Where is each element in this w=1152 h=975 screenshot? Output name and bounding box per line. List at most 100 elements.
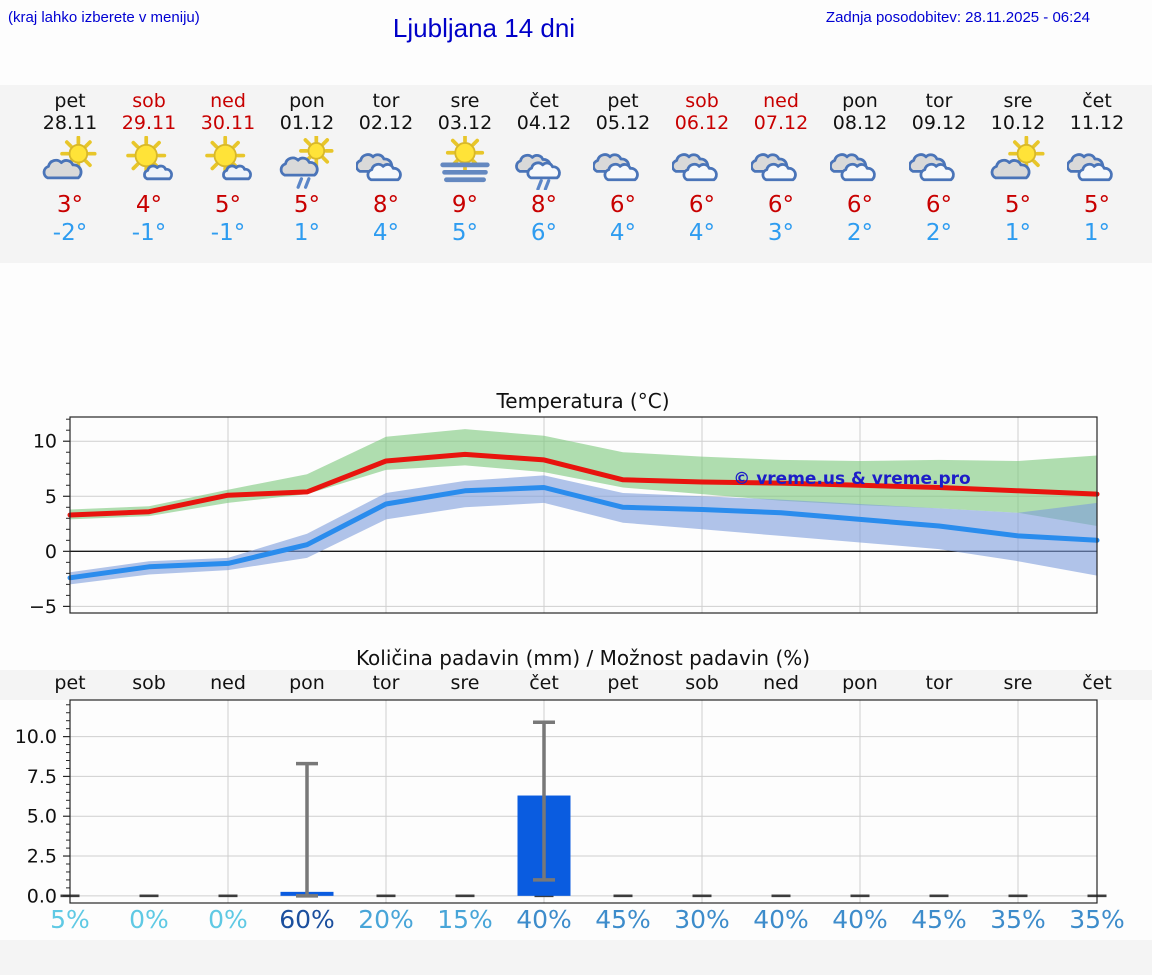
day-name: čet (529, 90, 559, 112)
location-menu-hint[interactable]: (kraj lahko izberete v meniju) (8, 9, 200, 26)
precip-day-label: čet (529, 672, 559, 694)
day-high-temp: 5° (293, 192, 321, 218)
day-date: 02.12 (358, 112, 414, 134)
precip-day-label: sob (685, 672, 719, 694)
precip-probability: 20% (358, 905, 414, 934)
day-date: 04.12 (516, 112, 572, 134)
cloudy-icon (899, 136, 979, 190)
precip-probability: 5% (50, 905, 90, 934)
svg-text:5.0: 5.0 (27, 806, 57, 828)
day-high-temp: 6° (688, 192, 716, 218)
day-date: 03.12 (437, 112, 493, 134)
day-card-05.12: pet 05.12 6° 4° (583, 85, 663, 263)
cloudy-icon (741, 136, 821, 190)
day-low-temp: 5° (451, 220, 479, 246)
day-name: pet (607, 90, 639, 112)
day-high-temp: 3° (56, 192, 84, 218)
svg-text:0.0: 0.0 (27, 885, 57, 907)
day-low-temp: 2° (925, 220, 953, 246)
bottom-strip (0, 940, 1152, 975)
svg-text:2.5: 2.5 (27, 846, 57, 868)
day-date: 07.12 (753, 112, 809, 134)
day-date: 28.11 (42, 112, 98, 134)
day-date: 01.12 (279, 112, 335, 134)
day-card-30.11: ned 30.11 5° -1° (188, 85, 268, 263)
precip-probability: 40% (516, 905, 572, 934)
day-name: sob (685, 90, 719, 112)
precipitation-chart: 0.0 2.5 5.0 7.5 10.0 (15, 699, 1107, 907)
sunny-small-cloud-icon (109, 136, 189, 190)
precip-day-labels: pet sob ned pon tor sre čet pet sob ned pon tor sre č… (0, 670, 1152, 700)
day-high-temp: 5° (1083, 192, 1111, 218)
day-card-11.12: čet 11.12 5° 1° (1057, 85, 1137, 263)
precip-day-label: pon (289, 672, 325, 694)
precip-day-label: tor (372, 672, 400, 694)
day-card-01.12: pon 01.12 5° 1° (267, 85, 347, 263)
last-update-label: Zadnja posodobitev: 28.11.2025 - 06:24 (825, 9, 1090, 26)
day-date: 10.12 (990, 112, 1046, 134)
day-date: 30.11 (200, 112, 256, 134)
day-high-temp: 6° (609, 192, 637, 218)
svg-text:10.0: 10.0 (15, 726, 57, 748)
day-low-temp: -1° (210, 220, 246, 246)
cloudy-icon (583, 136, 663, 190)
day-low-temp: 3° (767, 220, 795, 246)
sun-behind-cloud-icon (30, 136, 110, 190)
precip-day-label: pon (842, 672, 878, 694)
precip-day-label: pet (607, 672, 639, 694)
day-card-08.12: pon 08.12 6° 2° (820, 85, 900, 263)
day-name: pon (842, 90, 878, 112)
sun-behind-cloud-icon (978, 136, 1058, 190)
precip-probability: 15% (437, 905, 493, 934)
day-name: ned (210, 90, 246, 112)
day-low-temp: -1° (131, 220, 167, 246)
day-card-29.11: sob 29.11 4° -1° (109, 85, 189, 263)
precip-probability: 0% (129, 905, 169, 934)
day-name: sob (132, 90, 166, 112)
day-name: čet (1082, 90, 1112, 112)
day-low-temp: 1° (1083, 220, 1111, 246)
fog-icon (425, 136, 505, 190)
day-low-temp: 6° (530, 220, 558, 246)
day-low-temp: 2° (846, 220, 874, 246)
precip-probability: 45% (595, 905, 651, 934)
svg-text:10: 10 (33, 431, 57, 453)
svg-text:0: 0 (45, 541, 57, 563)
day-date: 09.12 (911, 112, 967, 134)
day-date: 11.12 (1069, 112, 1125, 134)
precip-probability: 60% (279, 905, 335, 934)
precip-percent-row: 5% 0% 0% 60% 20% 15% 40% 45% 30% 40% 40% 45% 35% 35% (0, 903, 1152, 939)
day-name: sre (450, 90, 480, 112)
day-high-temp: 9° (451, 192, 479, 218)
day-name: ned (763, 90, 799, 112)
temperature-chart-title: Temperatura (°C) (496, 389, 670, 413)
day-low-temp: 1° (1004, 220, 1032, 246)
day-name: pet (54, 90, 86, 112)
page-title: Ljubljana 14 dni (392, 13, 576, 43)
precip-probability: 40% (753, 905, 809, 934)
day-card-06.12: sob 06.12 6° 4° (662, 85, 742, 263)
precip-chart-title: Količina padavin (mm) / Možnost padavin … (355, 646, 811, 670)
day-high-temp: 5° (214, 192, 242, 218)
day-date: 05.12 (595, 112, 651, 134)
sun-rain-icon (267, 136, 347, 190)
sunny-small-cloud-icon (188, 136, 268, 190)
svg-text:5: 5 (45, 486, 57, 508)
cloudy-icon (820, 136, 900, 190)
day-card-02.12: tor 02.12 8° 4° (346, 85, 426, 263)
precip-probability: 45% (911, 905, 967, 934)
precip-day-label: pet (54, 672, 86, 694)
temperature-chart: −5 0 5 10 © vreme.us & vreme.pro (29, 416, 1100, 618)
day-high-temp: 4° (135, 192, 163, 218)
day-high-temp: 5° (1004, 192, 1032, 218)
precip-probability: 0% (208, 905, 248, 934)
day-name: tor (372, 90, 400, 112)
precip-day-label: čet (1082, 672, 1112, 694)
day-high-temp: 6° (767, 192, 795, 218)
precip-probability: 35% (990, 905, 1046, 934)
precip-day-label: tor (925, 672, 953, 694)
precip-day-label: sre (1003, 672, 1033, 694)
day-card-09.12: tor 09.12 6° 2° (899, 85, 979, 263)
day-high-temp: 6° (925, 192, 953, 218)
precip-day-label: ned (763, 672, 799, 694)
